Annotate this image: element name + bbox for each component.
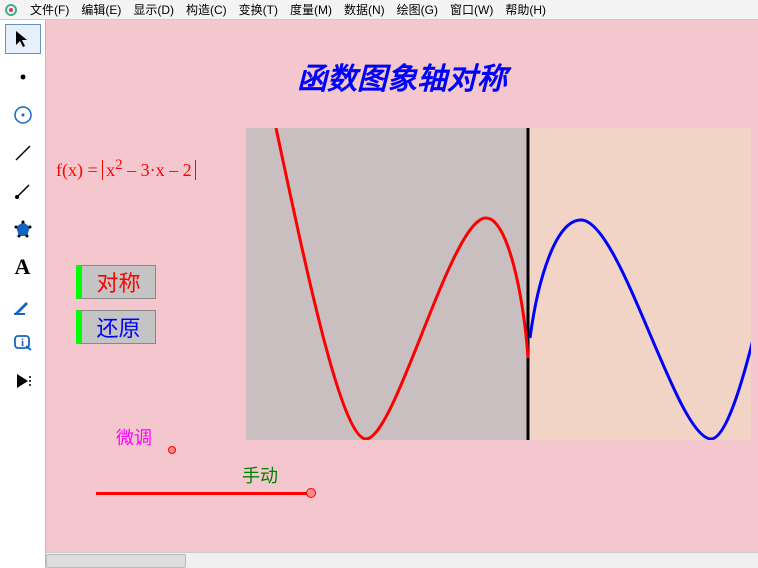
restore-button[interactable]: 还原 — [76, 310, 156, 344]
menu-data[interactable]: 数据(N) — [344, 1, 385, 18]
plot-svg — [246, 128, 751, 440]
slider-handle[interactable] — [306, 488, 316, 498]
tool-marker[interactable] — [5, 290, 41, 320]
menu-bar: 文件(F) 编辑(E) 显示(D) 构造(C) 变换(T) 度量(M) 数据(N… — [0, 0, 758, 20]
canvas[interactable]: 函数图象轴对称 f(x) = x2 – 3·x – 2 对称 还原 微调 手动 — [46, 20, 758, 568]
blue-curve — [530, 143, 751, 439]
menu-help[interactable]: 帮助(H) — [505, 1, 546, 18]
tool-point[interactable] — [5, 62, 41, 92]
manual-label: 手动 — [242, 462, 278, 488]
fine-tune-label: 微调 — [116, 424, 152, 450]
formula-expr: x2 – 3·x – 2 — [102, 160, 196, 180]
menu-graph[interactable]: 绘图(G) — [397, 1, 438, 18]
plot-area — [246, 128, 751, 440]
tool-text[interactable]: A — [5, 252, 41, 282]
tool-circle[interactable] — [5, 100, 41, 130]
tool-line[interactable] — [5, 138, 41, 168]
scrollbar-thumb[interactable] — [46, 554, 186, 568]
svg-text:i: i — [21, 337, 24, 349]
menu-construct[interactable]: 构造(C) — [186, 1, 227, 18]
horizontal-scrollbar[interactable] — [46, 552, 758, 568]
fine-tune-point[interactable] — [168, 446, 176, 454]
toolbar: A i — [0, 20, 46, 568]
menu-transform[interactable]: 变换(T) — [239, 1, 278, 18]
tool-select[interactable] — [5, 24, 41, 54]
slider-track — [96, 492, 314, 495]
red-curve — [276, 128, 528, 439]
menu-measure[interactable]: 度量(M) — [290, 1, 332, 18]
formula-prefix: f(x) = — [56, 160, 102, 180]
app-icon — [4, 3, 18, 17]
tool-play[interactable] — [5, 366, 41, 396]
tool-segment[interactable] — [5, 176, 41, 206]
formula: f(x) = x2 – 3·x – 2 — [56, 157, 196, 181]
menu-file[interactable]: 文件(F) — [30, 1, 69, 18]
menu-edit[interactable]: 编辑(E) — [81, 1, 121, 18]
tool-polygon[interactable] — [5, 214, 41, 244]
chart-title: 函数图象轴对称 — [46, 54, 758, 98]
tool-info[interactable]: i — [5, 328, 41, 358]
menu-display[interactable]: 显示(D) — [133, 1, 174, 18]
menu-window[interactable]: 窗口(W) — [450, 1, 493, 18]
symmetry-button[interactable]: 对称 — [76, 265, 156, 299]
